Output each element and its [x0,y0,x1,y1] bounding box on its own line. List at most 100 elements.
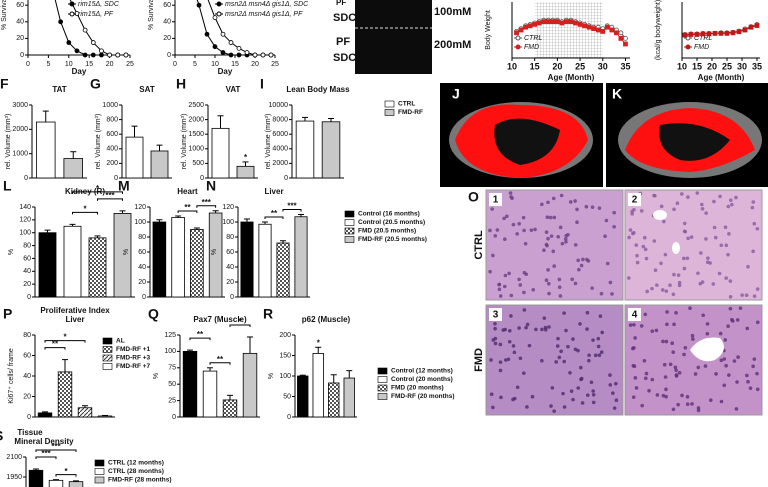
y-tick-label: 40 [16,19,24,26]
nucleus [693,372,698,376]
y-tick-label: 8000 [272,116,288,123]
legend-swatch [344,236,355,243]
y-tick-label: 600 [106,131,118,138]
nucleus [534,327,538,332]
nucleus [719,243,724,248]
bar [211,127,230,179]
y-axis-label: % [211,249,218,255]
nucleus [630,346,635,351]
bracket [177,210,198,213]
nucleus [491,253,495,258]
marker [742,27,748,33]
y-tick-label: 20 [23,393,31,400]
x-axis-label: Day [72,67,87,76]
group-label: CTRL [473,230,485,260]
nucleus [724,276,728,280]
marker [244,50,250,55]
nucleus [590,205,595,210]
nucleus [497,282,501,287]
nucleus [533,227,537,232]
legend-swatch [377,367,388,375]
marker [554,19,560,25]
nucleus [571,397,575,402]
nucleus [522,371,526,375]
nucleus [691,337,695,341]
bracket [55,474,77,477]
nucleus [544,278,549,282]
x-tick-label: 35 [620,61,630,71]
nucleus [704,211,708,215]
nucleus [650,286,654,291]
y-tick-label: 0 [24,175,28,182]
marker [712,30,718,36]
nucleus [524,325,528,330]
bar [38,232,57,298]
nucleus [664,339,669,344]
nucleus [546,268,550,272]
legend-swatch [102,346,113,353]
nucleus [612,224,616,229]
nucleus [531,287,536,292]
bar [150,150,169,179]
nucleus [670,341,675,346]
bar [182,350,198,418]
nucleus [695,191,700,195]
y-tick-label: 40 [138,264,146,271]
nucleus [723,225,728,230]
nucleus [745,373,749,378]
bracket [35,449,77,452]
bracket [189,337,211,341]
nucleus [568,371,572,375]
y-tick-label: 100 [134,219,146,226]
nucleus [688,306,692,311]
nucleus [522,228,526,233]
nucleus [507,328,512,333]
nucleus [711,282,716,286]
plate-image [355,0,432,74]
legend-label: FMD-RF (20 months) [391,393,455,400]
bar [343,377,355,418]
marker [115,52,121,58]
bar [321,121,341,179]
legend-label: FMD [694,44,709,51]
nucleus [550,386,555,390]
bar [63,158,84,179]
nucleus [674,368,678,373]
nucleus [665,310,669,314]
legend-marker [515,44,521,50]
nucleus [728,306,733,311]
y-axis-label: % [268,373,275,379]
nucleus [696,271,700,276]
legend-marker [685,44,691,50]
nucleus [596,344,601,349]
nucleus [677,371,682,375]
nucleus [724,243,729,248]
nucleus [686,236,690,241]
nucleus [491,405,495,410]
nucleus [685,395,690,399]
nucleus [522,270,527,275]
marker [236,52,242,58]
y-tick-label: 2000 [188,116,204,123]
nucleus [597,353,602,357]
nucleus [543,325,548,330]
y-axis-label: % Survival [1,0,8,30]
x-tick-label: 0 [173,61,177,68]
y-tick-label: 2500 [188,102,204,109]
legend-marker [69,11,75,17]
nucleus [664,289,669,293]
marker [107,52,112,58]
bar [77,407,93,418]
y-tick-label: 0 [167,52,171,59]
nucleus [706,256,710,260]
panel-label: F [0,76,9,92]
marker [688,32,694,37]
nucleus [576,348,580,353]
y-tick-label: 4000 [272,146,288,153]
nucleus [585,310,590,315]
bar [28,469,44,487]
x-tick-label: 20 [251,61,259,68]
panel-label: L [3,178,12,194]
nucleus [502,284,507,289]
nucleus [712,225,717,230]
